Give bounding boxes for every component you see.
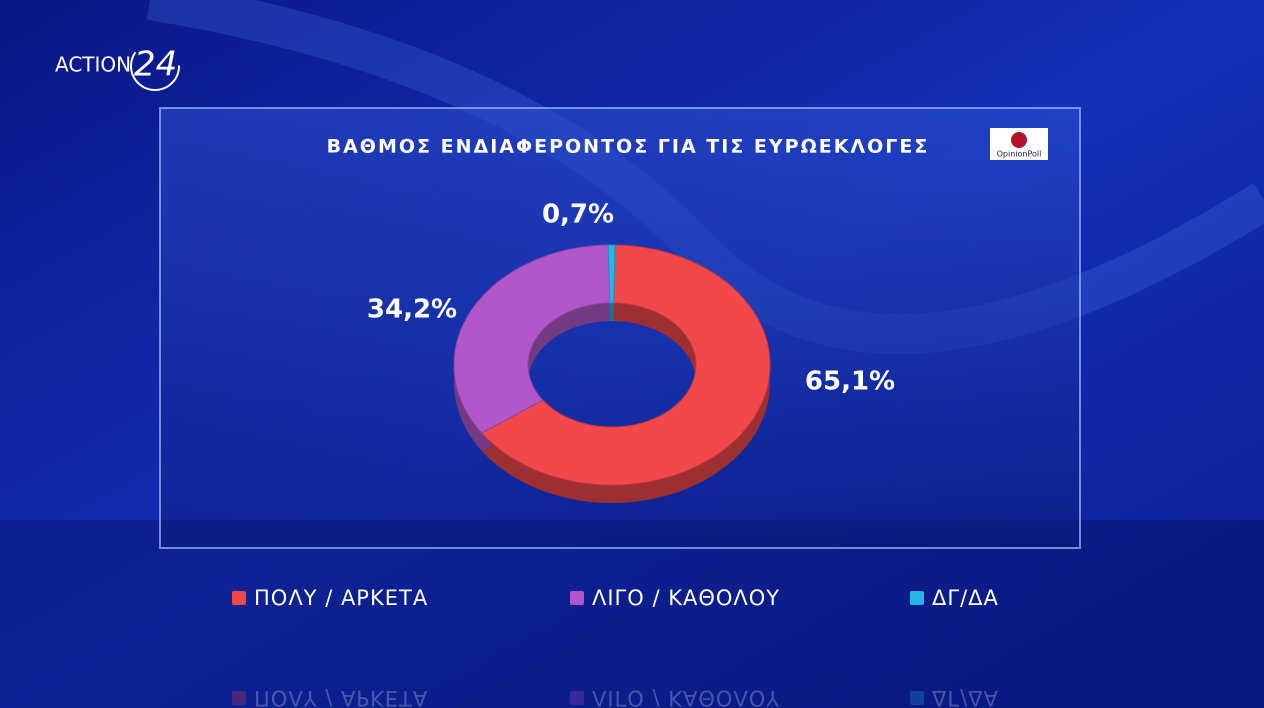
legend-swatch [910, 691, 924, 705]
legend-label: ΠΟΛΥ / ΑΡΚΕΤΑ [254, 686, 428, 708]
data-label: 34,2% [367, 295, 457, 325]
logo-ring [130, 41, 180, 91]
data-label: 65,1% [805, 367, 895, 397]
legend-label: ΔΓ/ΔΑ [932, 586, 999, 610]
legend-swatch [910, 591, 924, 605]
segment [607, 244, 616, 304]
chart-title: ΒΑΘΜΟΣ ΕΝΔΙΑΦΕΡΟΝΤΟΣ ΓΙΑ ΤΙΣ ΕΥΡΩΕΚΛΟΓΕΣ [327, 136, 930, 158]
data-label: 0,7% [542, 200, 614, 230]
legend-swatch [232, 591, 246, 605]
legend-reflection: ΠΟΛΥ / ΑΡΚΕΤΑ ΛΙΓΟ / ΚΑΘΟΛΟΥ ΔΓ/ΔΑ [232, 686, 999, 708]
legend-swatch [570, 691, 584, 705]
pollster-icon [1011, 132, 1027, 148]
legend-label: ΠΟΛΥ / ΑΡΚΕΤΑ [254, 586, 428, 610]
donut: 65,1% 34,2% 0,7% [367, 200, 895, 503]
segment [453, 244, 611, 434]
legend-label: ΔΓ/ΔΑ [932, 686, 999, 708]
legend: ΠΟΛΥ / ΑΡΚΕΤΑ ΛΙΓΟ / ΚΑΘΟΛΟΥ ΔΓ/ΔΑ [232, 586, 999, 610]
legend-label: ΛΙΓΟ / ΚΑΘΟΛΟΥ [592, 686, 780, 708]
legend-swatch [232, 691, 246, 705]
legend-swatch [570, 591, 584, 605]
floor [0, 520, 1264, 708]
channel-logo: ACTION [55, 53, 131, 77]
legend-label: ΛΙΓΟ / ΚΑΘΟΛΟΥ [592, 586, 780, 610]
channel-number: 24 [134, 45, 177, 85]
pollster-name: OpinionPoll [997, 150, 1042, 159]
segment [480, 244, 771, 486]
